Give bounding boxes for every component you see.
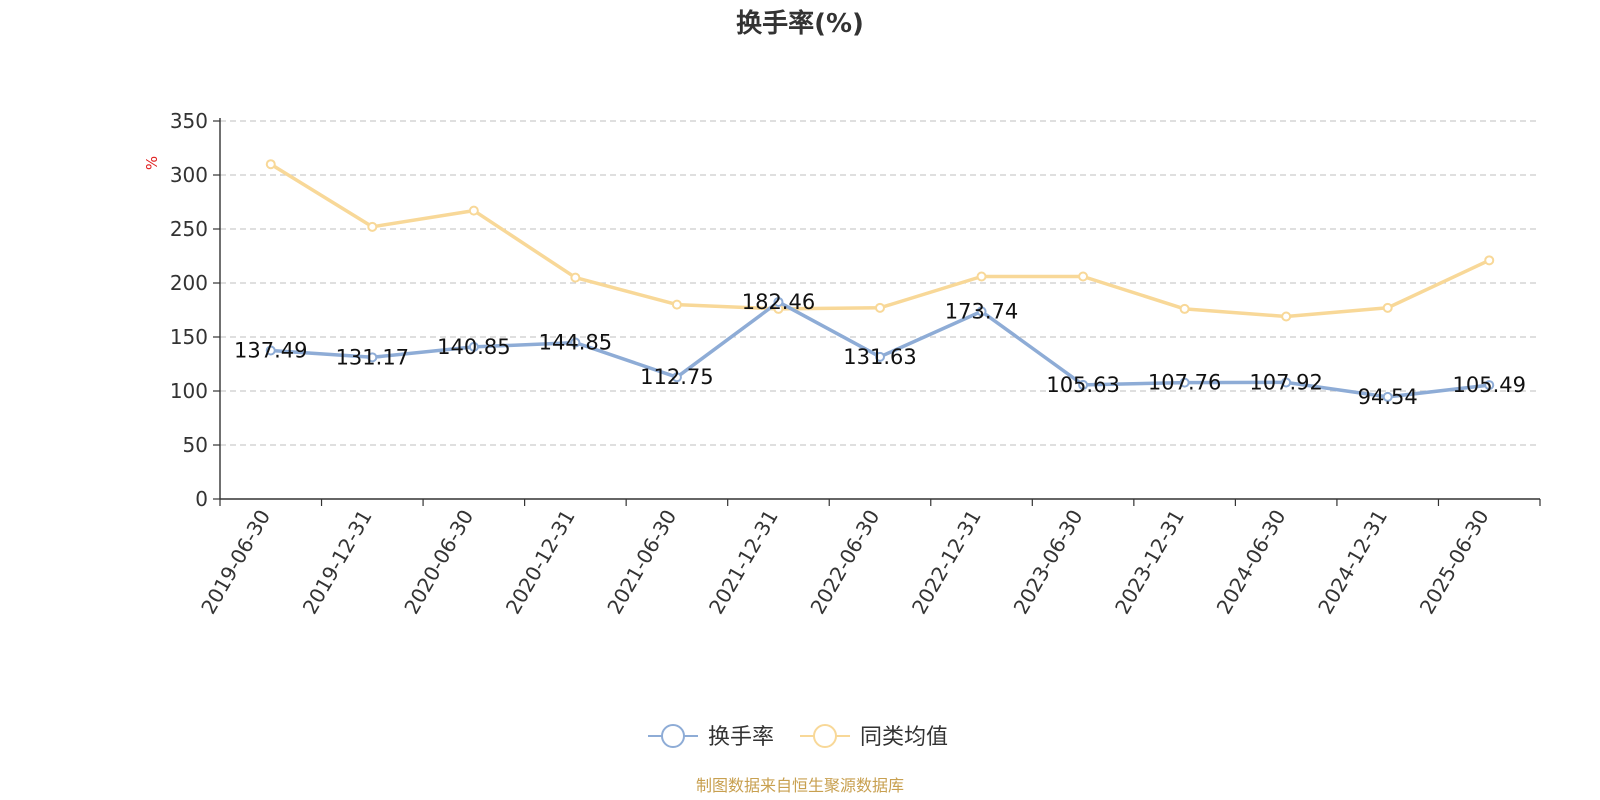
data-label-11: 94.54: [1358, 385, 1418, 409]
data-label-6: 131.63: [843, 345, 916, 369]
x-tick-label-8: 2023-06-30: [1009, 506, 1088, 619]
data-label-4: 112.75: [640, 365, 713, 389]
data-label-10: 107.92: [1249, 370, 1322, 394]
chart-title: 换手率(%): [736, 8, 864, 39]
series-1-point-3: [570, 272, 581, 283]
data-label-9: 107.76: [1148, 371, 1221, 395]
series-0-point-3: [570, 337, 581, 348]
series-0-point-1: [367, 352, 378, 363]
y-tick-label-3: 150: [170, 325, 208, 349]
series-0-point-10: [1281, 377, 1292, 388]
series-0-point-2: [468, 341, 479, 352]
data-label-0: 137.49: [234, 339, 307, 363]
data-label-5: 182.46: [742, 290, 815, 314]
legend: 换手率 同类均值: [648, 724, 948, 750]
y-tick-label-4: 200: [170, 271, 208, 295]
data-label-12: 105.49: [1452, 373, 1525, 397]
x-axis: 2019-06-30 2019-12-31 2020-06-30 2020-12-31…: [196, 498, 1541, 619]
series-1-point-6: [875, 302, 885, 313]
series-0-point-0: [265, 345, 276, 356]
series-0-point-8: [1078, 379, 1089, 390]
x-tick-label-0: 2019-06-30: [196, 506, 275, 619]
data-label-7: 173.74: [945, 299, 1018, 323]
series-1-point-10: [1281, 311, 1292, 322]
series-1-point-11: [1382, 302, 1393, 313]
x-tick-label-6: 2022-06-30: [805, 506, 884, 619]
data-label-2: 140.85: [437, 335, 510, 359]
data-label-3: 144.85: [539, 331, 612, 355]
y-tick-label-7: 350: [170, 109, 208, 133]
y-axis-label: %: [143, 156, 161, 170]
series-0-point-6: [875, 351, 885, 362]
legend-marker-1: [813, 724, 837, 748]
y-tick-label-0: 0: [195, 487, 208, 511]
legend-label-0: 换手率: [708, 725, 774, 750]
series-1-point-7: [976, 271, 987, 282]
y-tick-label-6: 300: [170, 163, 208, 187]
series-1-point-8: [1078, 271, 1089, 282]
series-1-point-1: [367, 221, 378, 232]
legend-marker-0: [661, 724, 685, 748]
x-tick-label-12: 2025-06-30: [1415, 506, 1494, 619]
x-tick-label-1: 2019-12-31: [298, 506, 377, 619]
series-line-1: [269, 162, 1490, 319]
data-label-8: 105.63: [1046, 373, 1119, 397]
x-tick-label-7: 2022-12-31: [907, 506, 986, 619]
series-1-point-0: [265, 159, 276, 170]
y-tick-label-2: 100: [170, 379, 208, 403]
legend-label-1: 同类均值: [860, 725, 948, 750]
x-tick-label-10: 2024-06-30: [1212, 506, 1291, 619]
series-0-point-5: [773, 296, 784, 307]
data-label-1: 131.17: [336, 345, 409, 369]
series-0-point-4: [671, 372, 682, 383]
x-tick-label-3: 2020-12-31: [501, 506, 580, 619]
source-note: 制图数据来自恒生聚源数据库: [696, 776, 904, 795]
series-0-point-12: [1484, 380, 1495, 391]
y-axis: 0 50 100 150 200 250 300 350: [170, 109, 221, 511]
y-tick-label-1: 50: [183, 433, 208, 457]
y-tick-label-5: 250: [170, 217, 208, 241]
series-0-point-11: [1382, 391, 1393, 402]
x-tick-label-2: 2020-06-30: [399, 506, 478, 619]
series-0-point-9: [1179, 377, 1190, 388]
series-points: [265, 159, 1495, 402]
series-1-point-4: [671, 299, 682, 310]
series-1-point-12: [1484, 255, 1495, 266]
x-tick-label-11: 2024-12-31: [1313, 506, 1392, 619]
x-tick-label-5: 2021-12-31: [704, 506, 783, 619]
grid-lines: [220, 120, 1540, 446]
x-tick-label-9: 2023-12-31: [1110, 506, 1189, 619]
series-1-point-2: [468, 205, 479, 216]
x-tick-label-4: 2021-06-30: [602, 506, 681, 619]
data-labels: 137.49 131.17 140.85 144.85 112.75 182.46 131.…: [234, 290, 1526, 409]
series-1-point-9: [1179, 303, 1190, 314]
series-0-point-7: [976, 306, 987, 317]
